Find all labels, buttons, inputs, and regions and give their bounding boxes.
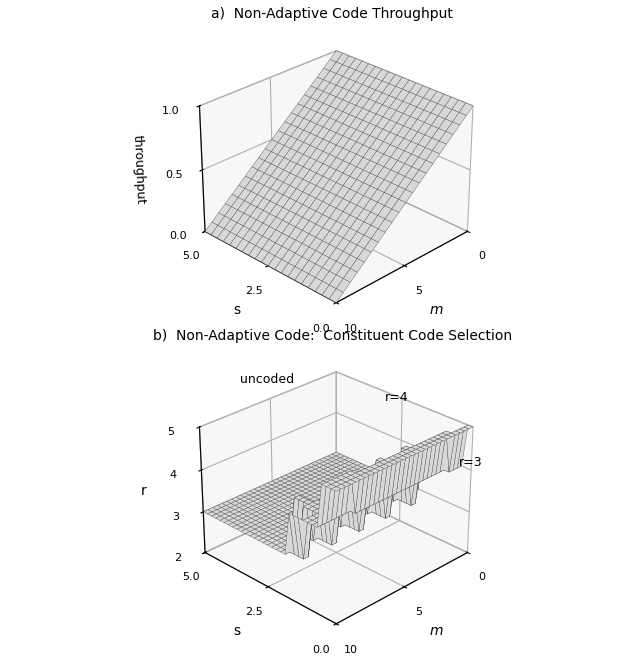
Title: a)  Non-Adaptive Code Throughput: a) Non-Adaptive Code Throughput [212,7,453,21]
Text: r=3: r=3 [459,456,482,468]
X-axis label: m: m [429,624,443,638]
X-axis label: m: m [429,303,443,317]
Y-axis label: s: s [233,303,240,317]
Y-axis label: s: s [233,624,240,638]
Title: b)  Non-Adaptive Code:  Constituent Code Selection: b) Non-Adaptive Code: Constituent Code S… [153,328,512,343]
Text: uncoded: uncoded [240,373,295,386]
Text: r=4: r=4 [385,391,409,404]
